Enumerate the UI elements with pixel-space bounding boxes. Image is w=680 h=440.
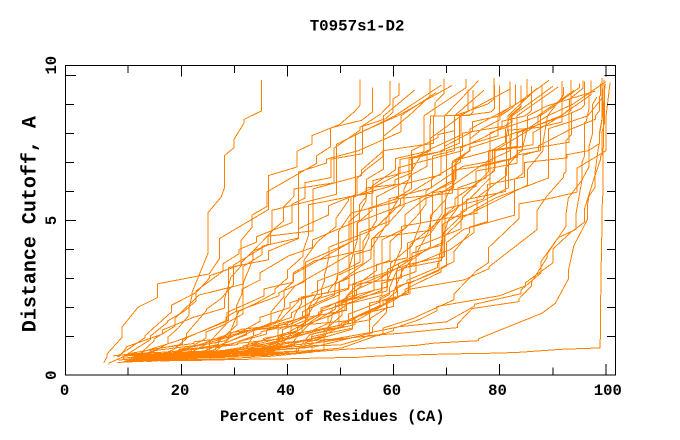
svg-text:5: 5	[43, 216, 61, 225]
svg-text:10: 10	[43, 56, 61, 75]
svg-text:Percent of Residues (CA): Percent of Residues (CA)	[220, 408, 445, 426]
svg-text:0: 0	[43, 371, 61, 380]
svg-text:Distance Cutoff, A: Distance Cutoff, A	[19, 116, 42, 332]
svg-text:0: 0	[60, 382, 69, 400]
svg-text:60: 60	[382, 382, 401, 400]
svg-text:20: 20	[171, 382, 190, 400]
svg-text:100: 100	[594, 382, 622, 400]
svg-text:80: 80	[488, 382, 507, 400]
svg-text:T0957s1-D2: T0957s1-D2	[310, 17, 405, 35]
svg-text:40: 40	[276, 382, 295, 400]
